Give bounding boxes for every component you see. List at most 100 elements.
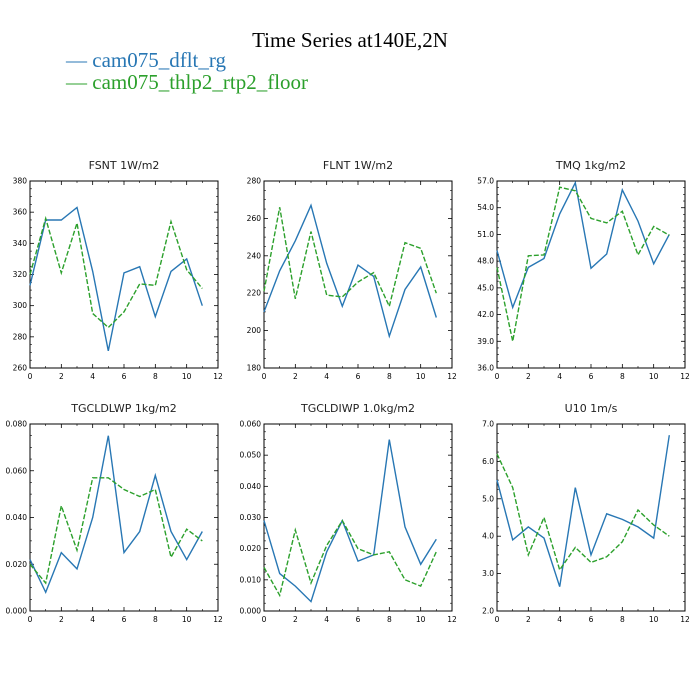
y-tick-label: 180 <box>247 364 262 373</box>
x-tick-label: 12 <box>213 372 223 381</box>
series-line-thlp2 <box>496 453 670 572</box>
series-line-thlp2 <box>263 207 437 309</box>
y-tick-label: 7.0 <box>482 420 494 429</box>
legend-entry-dflt: — cam075_dflt_rg <box>66 48 227 72</box>
y-tick-label: 300 <box>13 301 28 310</box>
y-tick-label: 51.0 <box>477 230 494 239</box>
legend-entry-thlp2: — cam075_thlp2_rtp2_floor <box>66 70 309 94</box>
y-tick-label: 57.0 <box>477 177 494 186</box>
x-tick-label: 0 <box>495 372 500 381</box>
chart-panel-4: TGCLDIWP 1.0kg/m2 0.000 0.010 0.020 0.030 0.0… <box>240 402 457 624</box>
series-line-thlp2 <box>496 186 670 342</box>
series-line-thlp2 <box>263 519 437 598</box>
series-line-dflt <box>496 180 670 310</box>
y-tick-label: 5.0 <box>482 494 494 503</box>
series-line-dflt <box>29 435 203 595</box>
x-tick-label: 8 <box>153 372 158 381</box>
x-tick-label: 12 <box>680 372 690 381</box>
x-tick-label: 6 <box>122 372 127 381</box>
x-tick-label: 6 <box>122 615 127 624</box>
y-tick-label: 260 <box>247 214 262 223</box>
x-tick-label: 12 <box>680 615 690 624</box>
y-tick-label: 3.0 <box>482 569 494 578</box>
panel-title: FLNT 1W/m2 <box>323 159 393 172</box>
y-tick-label: 0.040 <box>240 482 262 491</box>
panel-title: TMQ 1kg/m2 <box>555 159 626 172</box>
y-tick-label: 4.0 <box>482 532 494 541</box>
series-line-dflt <box>263 439 437 603</box>
x-tick-label: 2 <box>59 372 64 381</box>
x-tick-label: 6 <box>356 372 361 381</box>
x-tick-label: 8 <box>387 615 392 624</box>
x-tick-label: 4 <box>90 372 95 381</box>
y-tick-label: 0.030 <box>240 513 262 522</box>
y-tick-label: 280 <box>247 177 262 186</box>
panel-title: FSNT 1W/m2 <box>89 159 160 172</box>
x-tick-label: 4 <box>324 372 329 381</box>
x-tick-label: 12 <box>447 372 457 381</box>
x-tick-label: 4 <box>557 372 562 381</box>
y-tick-label: 54.0 <box>477 203 494 212</box>
y-tick-label: 260 <box>13 364 28 373</box>
x-tick-label: 10 <box>416 615 426 624</box>
y-tick-label: 42.0 <box>477 310 494 319</box>
x-tick-label: 2 <box>293 372 298 381</box>
x-tick-label: 8 <box>620 372 625 381</box>
y-tick-label: 0.050 <box>240 451 262 460</box>
x-tick-label: 0 <box>262 372 267 381</box>
series-line-thlp2 <box>29 215 203 329</box>
chart-panel-0: FSNT 1W/m2 260 280 300 320 340 360 380 0 2 4 6 8 10 12 <box>13 159 223 381</box>
x-tick-label: 2 <box>293 615 298 624</box>
x-tick-label: 6 <box>589 615 594 624</box>
y-tick-label: 340 <box>13 239 28 248</box>
y-tick-label: 200 <box>247 326 262 335</box>
series-line-dflt <box>496 435 670 587</box>
y-tick-label: 39.0 <box>477 337 494 346</box>
x-tick-label: 12 <box>447 615 457 624</box>
chart-panel-2: TMQ 1kg/m2 36.0 39.0 42.0 45.0 48.0 51.0 54.0 57… <box>477 159 690 381</box>
x-tick-label: 10 <box>182 615 192 624</box>
plot-frame <box>29 423 219 612</box>
y-tick-label: 0.000 <box>240 607 262 616</box>
y-tick-label: 320 <box>13 270 28 279</box>
series-line-dflt <box>263 203 437 339</box>
x-tick-label: 0 <box>262 615 267 624</box>
y-tick-label: 0.010 <box>240 575 262 584</box>
panel-title: TGCLDIWP 1.0kg/m2 <box>300 402 415 415</box>
y-tick-label: 6.0 <box>482 457 494 466</box>
x-tick-label: 2 <box>526 372 531 381</box>
y-tick-label: 220 <box>247 289 262 298</box>
x-tick-label: 8 <box>387 372 392 381</box>
x-tick-label: 2 <box>59 615 64 624</box>
x-tick-label: 8 <box>153 615 158 624</box>
x-tick-label: 4 <box>557 615 562 624</box>
y-tick-label: 280 <box>13 332 28 341</box>
y-tick-label: 0.020 <box>6 560 28 569</box>
y-tick-label: 0.060 <box>6 466 28 475</box>
y-tick-label: 0.020 <box>240 544 262 553</box>
y-tick-label: 0.080 <box>6 420 28 429</box>
x-tick-label: 2 <box>526 615 531 624</box>
y-tick-label: 0.040 <box>6 513 28 522</box>
panel-title: U10 1m/s <box>565 402 618 415</box>
y-tick-label: 360 <box>13 208 28 217</box>
x-tick-label: 10 <box>649 615 659 624</box>
x-tick-label: 8 <box>620 615 625 624</box>
y-tick-label: 48.0 <box>477 257 494 266</box>
series-line-dflt <box>29 206 203 352</box>
panel-title: TGCLDLWP 1kg/m2 <box>70 402 176 415</box>
x-tick-label: 0 <box>28 615 33 624</box>
figure-title: Time Series at140E,2N <box>252 28 448 52</box>
plot-frame <box>263 180 453 369</box>
y-tick-label: 0.000 <box>6 607 28 616</box>
x-tick-label: 6 <box>589 372 594 381</box>
x-tick-label: 0 <box>495 615 500 624</box>
x-tick-label: 0 <box>28 372 33 381</box>
y-tick-label: 380 <box>13 177 28 186</box>
x-tick-label: 4 <box>324 615 329 624</box>
chart-panel-1: FLNT 1W/m2 180 200 220 240 260 280 0 2 4 6 8 10 12 <box>247 159 457 381</box>
y-tick-label: 240 <box>247 251 262 260</box>
series-line-thlp2 <box>29 477 203 585</box>
y-tick-label: 36.0 <box>477 364 494 373</box>
